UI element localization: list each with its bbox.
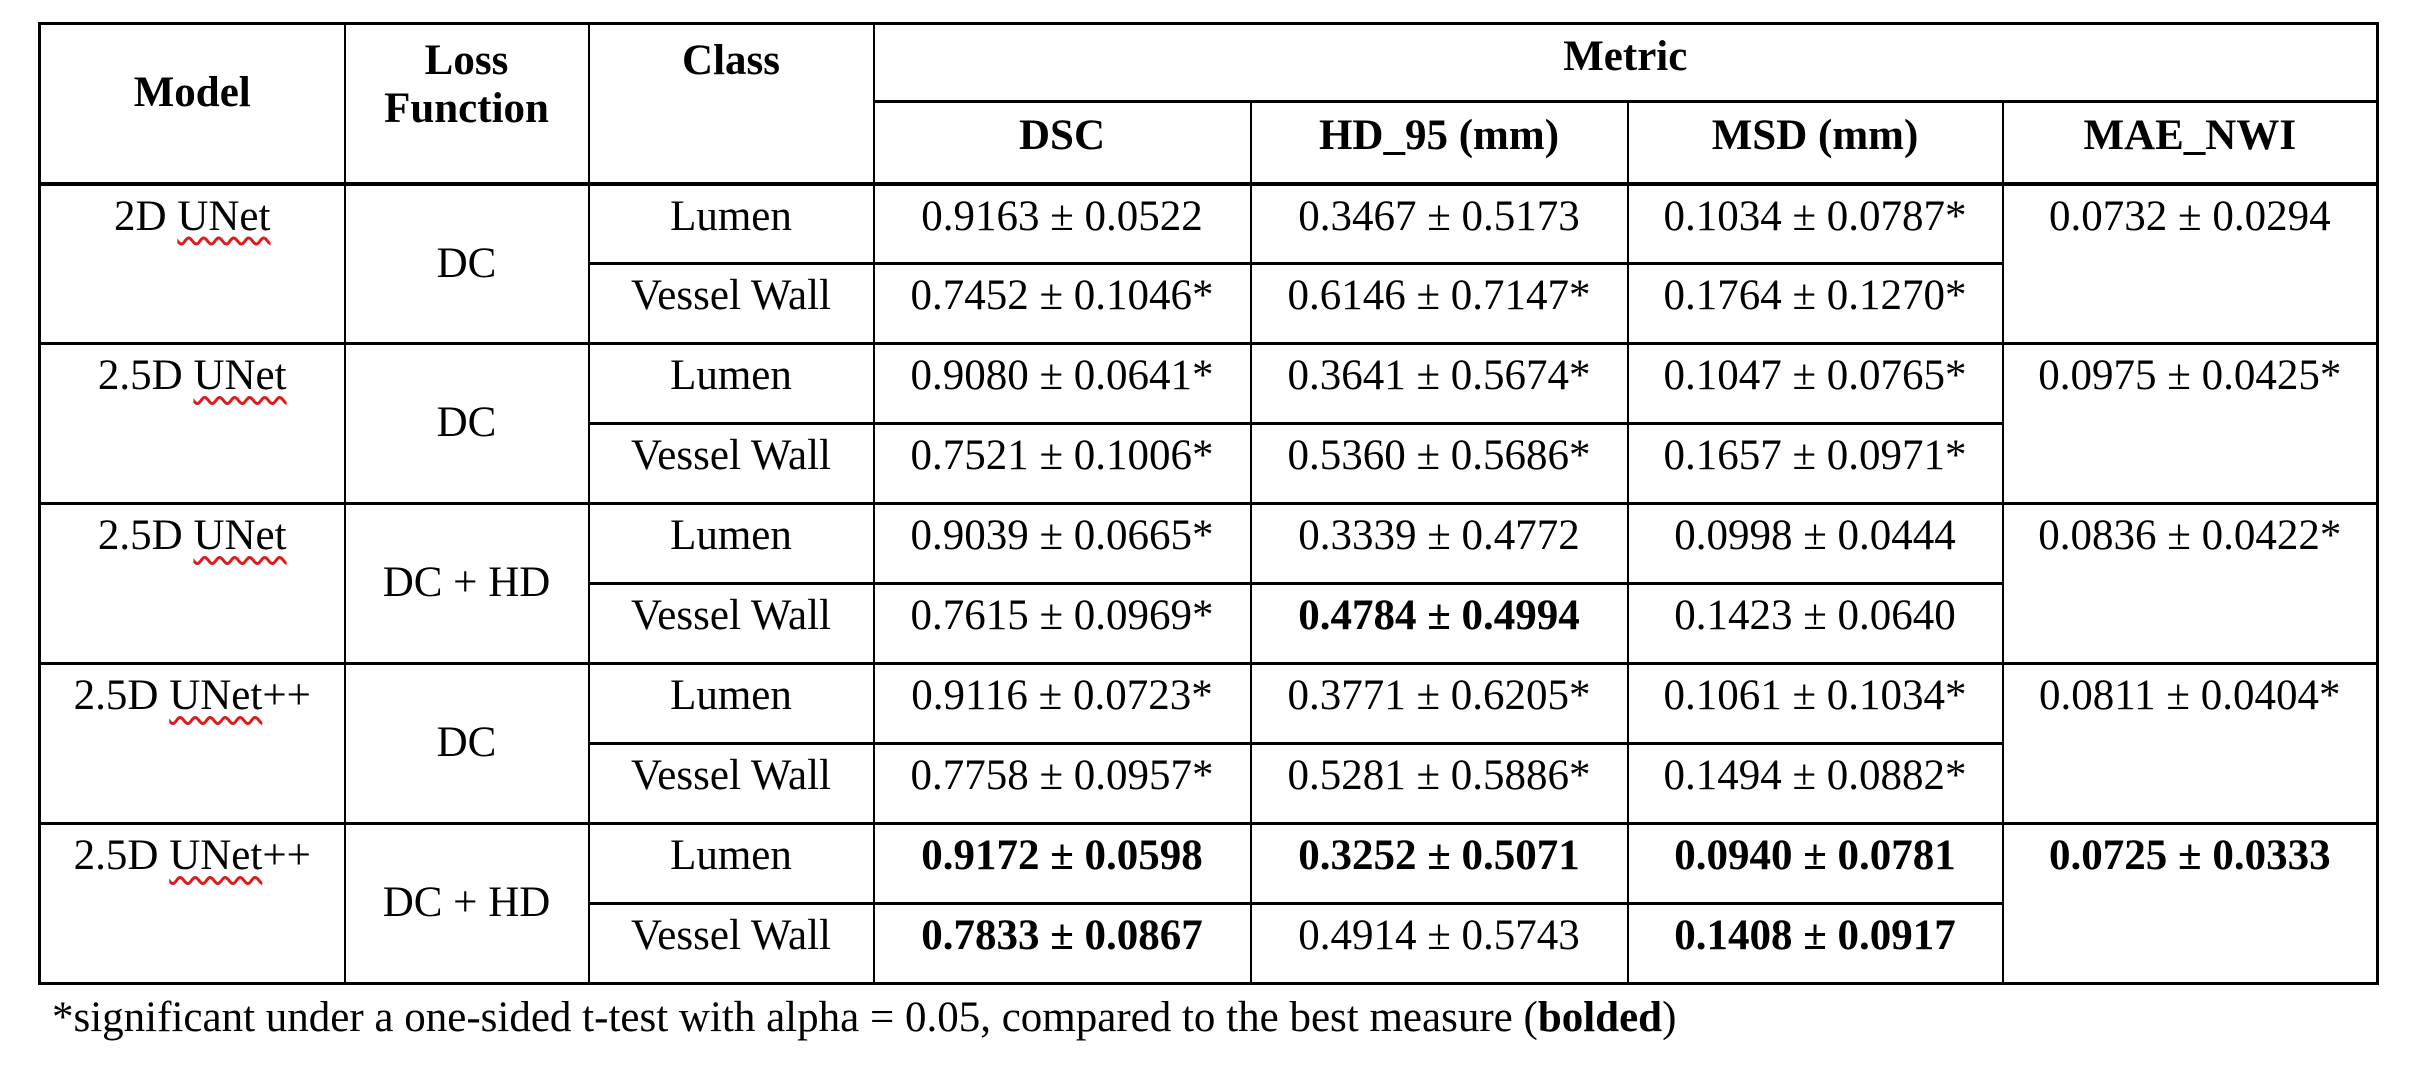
model-prefix: 2.5D	[73, 672, 170, 719]
loss-cell: DC + HD	[343, 502, 590, 665]
msd-value-cell: 0.1764 ± 0.1270*	[1626, 262, 2004, 345]
class-cell: Vessel Wall	[587, 902, 875, 985]
class-cell: Lumen	[587, 182, 875, 265]
misspelled-word: UNet	[169, 832, 263, 879]
mae-value-cell: 0.0811 ± 0.0404*	[2001, 662, 2379, 825]
msd-value-cell: 0.1047 ± 0.0765*	[1626, 342, 2004, 425]
msd-value-cell: 0.1408 ± 0.0917	[1626, 902, 2004, 985]
metric-header-cell: Metric	[872, 22, 2379, 103]
hd95-value-cell: 0.3339 ± 0.4772	[1249, 502, 1629, 585]
table-row: 2.5D UNet DC Lumen 0.9080 ± 0.0641* 0.36…	[38, 342, 2379, 505]
msd-header-cell: MSD (mm)	[1626, 100, 2004, 186]
dsc-value-cell: 0.9163 ± 0.0522	[872, 182, 1252, 265]
dsc-value-cell: 0.7833 ± 0.0867	[872, 902, 1252, 985]
class-header-cell: Class	[587, 22, 875, 186]
msd-value-cell: 0.1494 ± 0.0882*	[1626, 742, 2004, 825]
model-prefix: 2D	[114, 192, 178, 240]
class-cell: Vessel Wall	[587, 422, 875, 505]
dsc-value-cell: 0.9116 ± 0.0723*	[872, 662, 1252, 745]
footnote-bold-word: bolded	[1537, 994, 1663, 1041]
mae-value-cell: 0.0732 ± 0.0294	[2001, 182, 2379, 345]
dsc-value-cell: 0.9080 ± 0.0641*	[872, 342, 1252, 425]
misspelled-word: UNet	[193, 352, 287, 399]
msd-value-cell: 0.1657 ± 0.0971*	[1626, 422, 2004, 505]
model-prefix: 2.5D	[73, 832, 170, 879]
model-cell: 2D UNet	[38, 182, 346, 345]
table-row: Vessel Wall 0.7452 ± 0.1046* 0.6146 ± 0.…	[40, 262, 2378, 345]
model-suffix: ++	[262, 832, 311, 879]
msd-value-cell: 0.1034 ± 0.0787*	[1626, 182, 2004, 265]
class-cell: Lumen	[587, 342, 875, 425]
model-cell: 2.5D UNet	[38, 342, 346, 505]
msd-value-cell: 0.1423 ± 0.0640	[1626, 582, 2004, 665]
model-cell: 2.5D UNet++	[38, 662, 346, 825]
footnote-text: *significant under a one-sided t-test wi…	[52, 994, 1538, 1041]
table-row: Vessel Wall 0.7833 ± 0.0867 0.4914 ± 0.5…	[40, 902, 2378, 985]
table-row: 2.5D UNet++ DC Lumen 0.9116 ± 0.0723* 0.…	[38, 662, 2379, 825]
hd95-value-cell: 0.4784 ± 0.4994	[1249, 582, 1629, 665]
table-row: Vessel Wall 0.7615 ± 0.0969* 0.4784 ± 0.…	[40, 582, 2378, 665]
table-row: 2.5D UNet DC + HD Lumen 0.9039 ± 0.0665*…	[38, 502, 2379, 665]
hd95-header-cell: HD_95 (mm)	[1249, 100, 1629, 186]
hd95-value-cell: 0.3467 ± 0.5173	[1249, 182, 1629, 265]
model-cell: 2.5D UNet	[38, 502, 346, 665]
hd95-value-cell: 0.3252 ± 0.5071	[1249, 822, 1629, 905]
msd-value-cell: 0.0940 ± 0.0781	[1626, 822, 2004, 905]
mae-value-cell: 0.0836 ± 0.0422*	[2001, 502, 2379, 665]
model-cell: 2.5D UNet++	[38, 822, 346, 985]
dsc-value-cell: 0.7521 ± 0.1006*	[872, 422, 1252, 505]
loss-cell: DC	[343, 182, 590, 345]
class-cell: Vessel Wall	[587, 742, 875, 825]
dsc-value-cell: 0.7615 ± 0.0969*	[872, 582, 1252, 665]
loss-function-header-cell: Loss Function	[343, 22, 590, 186]
loss-cell: DC	[343, 662, 590, 825]
hd95-value-cell: 0.3641 ± 0.5674*	[1249, 342, 1629, 425]
msd-value-cell: 0.0998 ± 0.0444	[1626, 502, 2004, 585]
misspelled-word: UNet	[169, 672, 263, 719]
dsc-value-cell: 0.7758 ± 0.0957*	[872, 742, 1252, 825]
dsc-value-cell: 0.9172 ± 0.0598	[872, 822, 1252, 905]
model-prefix: 2.5D	[97, 352, 194, 399]
misspelled-word: UNet	[193, 512, 287, 559]
table-row: Vessel Wall 0.7758 ± 0.0957* 0.5281 ± 0.…	[40, 742, 2378, 825]
dsc-value-cell: 0.7452 ± 0.1046*	[872, 262, 1252, 345]
model-prefix: 2.5D	[97, 512, 194, 559]
model-header-cell: Model	[38, 22, 346, 186]
class-cell: Lumen	[587, 662, 875, 745]
class-cell: Vessel Wall	[587, 582, 875, 665]
table-row: 2D UNet DC Lumen 0.9163 ± 0.0522 0.3467 …	[38, 182, 2379, 345]
mae-nwi-header-cell: MAE_NWI	[2001, 100, 2379, 186]
class-cell: Lumen	[587, 502, 875, 585]
misspelled-word: UNet	[177, 192, 271, 240]
mae-value-cell: 0.0975 ± 0.0425*	[2001, 342, 2379, 505]
mae-value-cell: 0.0725 ± 0.0333	[2001, 822, 2379, 985]
results-table: Model Loss Function Class Metric DSC HD_…	[38, 22, 2380, 985]
hd95-value-cell: 0.3771 ± 0.6205*	[1249, 662, 1629, 745]
dsc-header-cell: DSC	[872, 100, 1252, 186]
hd95-value-cell: 0.6146 ± 0.7147*	[1249, 262, 1629, 345]
loss-cell: DC	[343, 342, 590, 505]
loss-cell: DC + HD	[343, 822, 590, 985]
class-cell: Vessel Wall	[587, 262, 875, 345]
hd95-value-cell: 0.5281 ± 0.5886*	[1249, 742, 1629, 825]
model-suffix: ++	[262, 672, 311, 719]
msd-value-cell: 0.1061 ± 0.1034*	[1626, 662, 2004, 745]
dsc-value-cell: 0.9039 ± 0.0665*	[872, 502, 1252, 585]
hd95-value-cell: 0.5360 ± 0.5686*	[1249, 422, 1629, 505]
footnote: *significant under a one-sided t-test wi…	[52, 993, 2424, 1042]
footnote-close: )	[1662, 994, 1677, 1041]
table-row: Vessel Wall 0.7521 ± 0.1006* 0.5360 ± 0.…	[40, 422, 2378, 505]
hd95-value-cell: 0.4914 ± 0.5743	[1249, 902, 1629, 985]
class-cell: Lumen	[587, 822, 875, 905]
table-row: 2.5D UNet++ DC + HD Lumen 0.9172 ± 0.059…	[38, 822, 2379, 985]
